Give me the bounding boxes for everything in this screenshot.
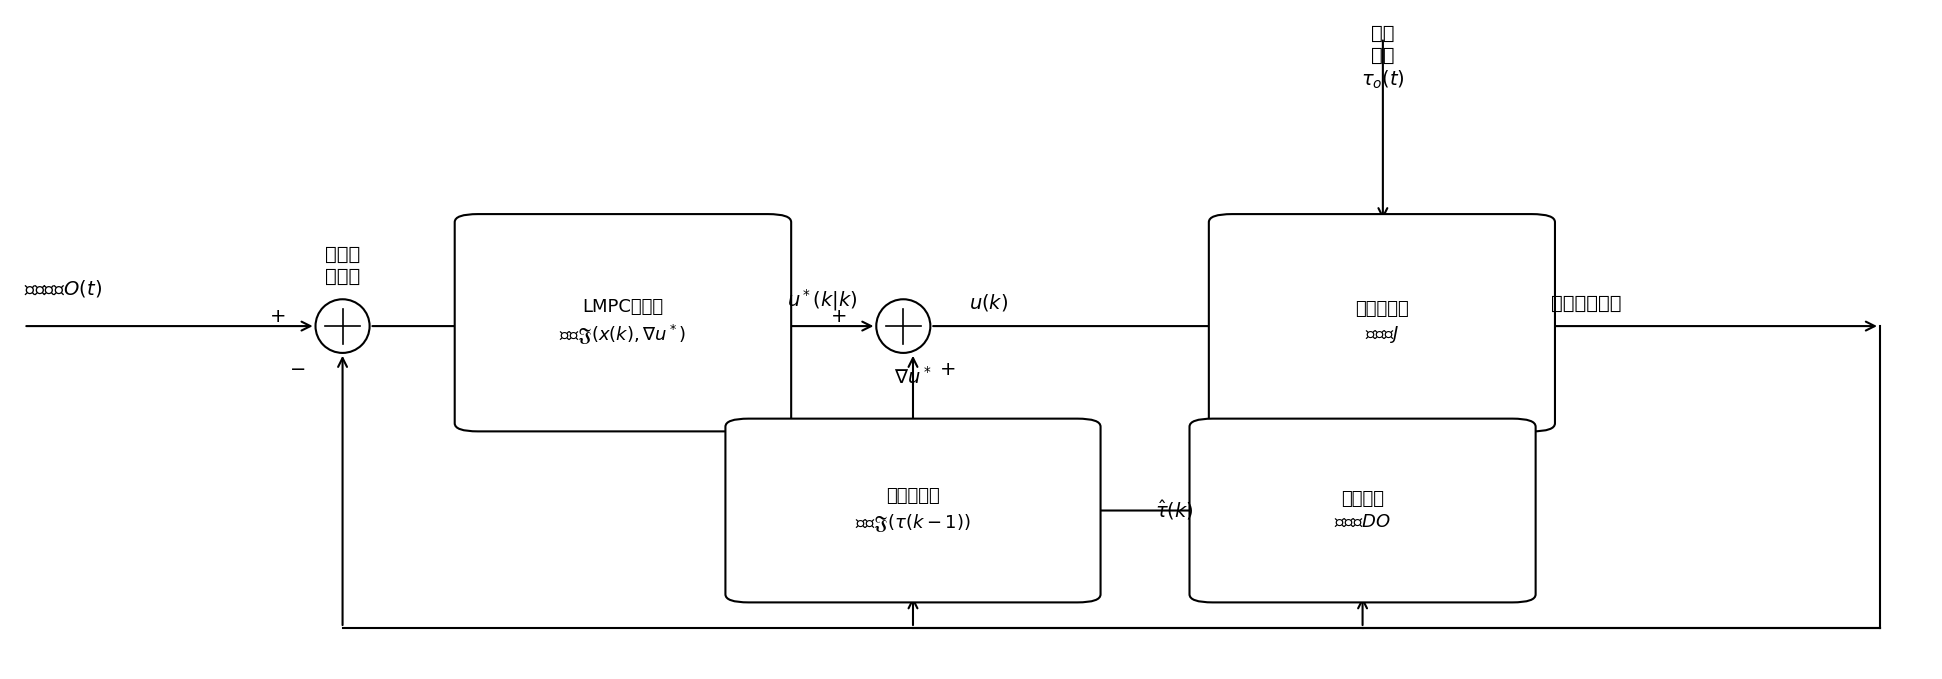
- Text: $\hat{\tau}(k)$: $\hat{\tau}(k)$: [1155, 498, 1194, 522]
- Text: 参考轨迹$O(t)$: 参考轨迹$O(t)$: [23, 278, 101, 299]
- Text: 低维度优化
模型$\mathfrak{J}$($\tau(k-1)$): 低维度优化 模型$\mathfrak{J}$($\tau(k-1)$): [854, 488, 971, 534]
- Text: $\nabla u^*$: $\nabla u^*$: [893, 367, 932, 387]
- Ellipse shape: [876, 299, 930, 353]
- FancyBboxPatch shape: [454, 214, 790, 431]
- Text: −: −: [289, 360, 305, 379]
- Text: +: +: [940, 360, 957, 379]
- Text: $u^*(k|k)$: $u^*(k|k)$: [787, 287, 858, 312]
- Text: 输出状态信息: 输出状态信息: [1552, 294, 1622, 312]
- FancyBboxPatch shape: [726, 419, 1101, 602]
- Text: LMPC最优化
问题$\mathfrak{J}(x(k),\nabla u^*)$: LMPC最优化 问题$\mathfrak{J}(x(k),\nabla u^*)…: [559, 298, 686, 348]
- Text: 计算航
迹偏差: 计算航 迹偏差: [324, 245, 359, 286]
- Text: 环境
干扰
$\tau_o(t)$: 环境 干扰 $\tau_o(t)$: [1361, 24, 1404, 91]
- FancyBboxPatch shape: [1208, 214, 1556, 431]
- Text: $u(k)$: $u(k)$: [969, 292, 1008, 312]
- Text: +: +: [831, 306, 847, 325]
- Text: 线性扰动
观测器$DO$: 线性扰动 观测器$DO$: [1334, 490, 1390, 532]
- Text: +: +: [270, 306, 287, 325]
- Ellipse shape: [315, 299, 369, 353]
- FancyBboxPatch shape: [1190, 419, 1536, 602]
- Text: 船舶运动数
学模型$J$: 船舶运动数 学模型$J$: [1356, 300, 1408, 345]
